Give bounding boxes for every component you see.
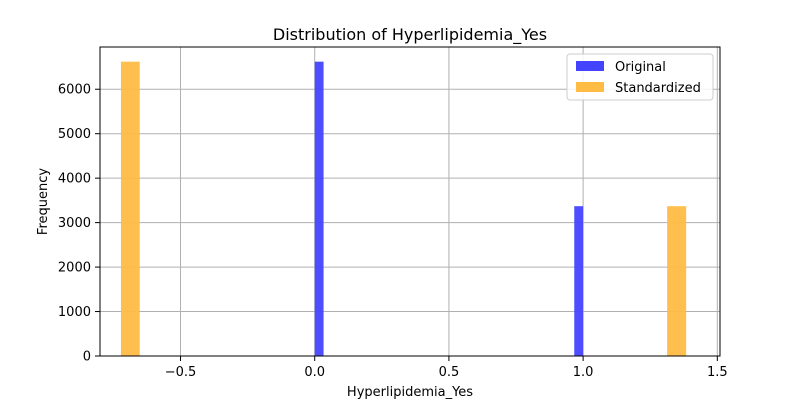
legend-label-standardized: Standardized xyxy=(615,81,701,96)
legend-swatch-original xyxy=(576,61,604,71)
legend-label-original: Original xyxy=(615,60,666,75)
y-axis-label: Frequency xyxy=(36,168,51,235)
x-tick-label: 1.5 xyxy=(707,365,728,380)
x-tick-label: −0.5 xyxy=(165,365,197,380)
y-tick-label: 1000 xyxy=(58,305,91,320)
legend-swatch-standardized xyxy=(576,82,604,92)
legend: Original Standardized xyxy=(566,53,714,101)
x-axis-label: Hyperlipidemia_Yes xyxy=(347,385,473,400)
y-tick-label: 3000 xyxy=(58,216,91,231)
bar-original xyxy=(314,61,324,357)
bar-standardized xyxy=(667,206,687,356)
y-tick-label: 6000 xyxy=(58,83,91,98)
bar-standardized xyxy=(120,61,140,357)
y-tick-label: 4000 xyxy=(58,172,91,187)
x-tick-label: 1.0 xyxy=(573,365,594,380)
y-axis-ticks: 0 1000 2000 3000 4000 5000 6000 xyxy=(58,83,100,365)
plot-frame xyxy=(99,46,721,357)
x-tick-label: 0.5 xyxy=(439,365,460,380)
x-tick-label: 0.0 xyxy=(304,365,325,380)
bars xyxy=(120,61,687,357)
bar-original xyxy=(574,206,584,356)
chart-title: Distribution of Hyperlipidemia_Yes xyxy=(273,25,547,45)
y-tick-label: 0 xyxy=(83,350,91,365)
y-tick-label: 2000 xyxy=(58,261,91,276)
y-tick-label: 5000 xyxy=(58,127,91,142)
x-axis-ticks: −0.5 0.0 0.5 1.0 1.5 xyxy=(165,356,728,380)
